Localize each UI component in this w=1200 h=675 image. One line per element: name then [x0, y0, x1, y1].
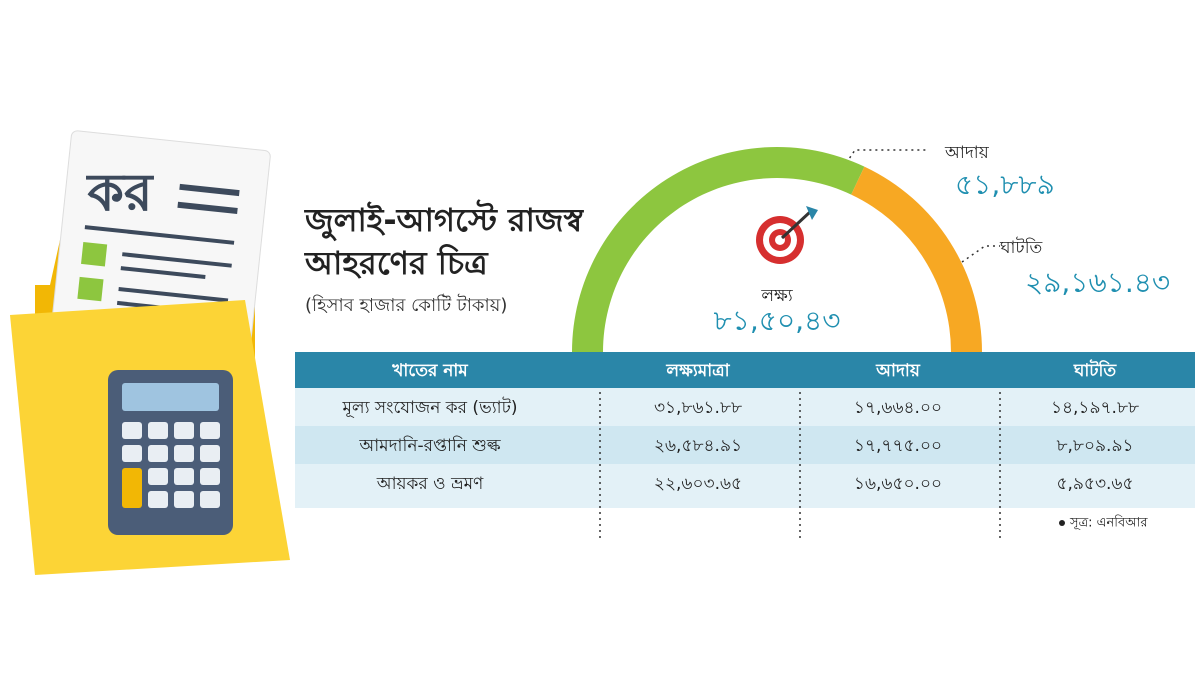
legend-label: ঘাটতি: [999, 237, 1043, 258]
gauge-segment: [572, 147, 865, 352]
table-cell: মূল্য সংযোজন কর (ভ্যাট): [341, 397, 517, 418]
header-cell: আদায়: [875, 361, 921, 381]
center-label: লক্ষ্য: [760, 286, 793, 306]
table-cell: আমদানি-রপ্তানি শুল্ক: [358, 435, 501, 456]
table-row: [295, 464, 1195, 508]
table-cell: আয়কর ও ভ্রমণ: [376, 474, 484, 494]
source: সূত্র: এনবিআর: [1069, 515, 1148, 531]
table-row: [295, 426, 1195, 464]
table-cell: ১৭,৭৭৫.০০: [854, 436, 942, 456]
table: খাতের নাম লক্ষ্যমাত্রা আদায় ঘাটতি মূল্য সংয…: [295, 352, 1195, 538]
table-cell: ১৪,১৯৭.৮৮: [1051, 398, 1139, 418]
header-cell: লক্ষ্যমাত্রা: [665, 361, 730, 381]
header-cell: খাতের নাম: [391, 361, 468, 381]
header-cell: ঘাটতি: [1073, 359, 1118, 381]
subtitle: (হিসাব হাজার কোটি টাকায়): [305, 294, 507, 316]
table-cell: ১৬,৬৫০.০০: [854, 474, 942, 494]
value-label: ২৯,১৬১.৪৩: [1025, 266, 1170, 299]
table-cell: ৩১,৮৬১.৮৮: [654, 398, 742, 418]
icon-text: কর: [86, 163, 155, 223]
title-line: জুলাই-আগস্টে রাজস্ব: [304, 199, 585, 241]
table-cell: ২২,৬০৩.৬৫: [654, 474, 742, 494]
title-line: আহরণের চিত্র: [304, 243, 489, 282]
table-header: [295, 352, 1195, 388]
table-cell: ৫,৯৫৩.৬৫: [1056, 474, 1133, 494]
target-icon: [756, 206, 818, 264]
illustration: কর: [10, 130, 290, 575]
table-cell: ৮,৮০৯.৯১: [1056, 436, 1133, 456]
table-cell: ১৭,৬৬৪.০০: [854, 398, 942, 418]
table-row: [295, 388, 1195, 426]
gauge-segment: [851, 166, 982, 352]
gauge: আদায় ৫১,৮৮৯ ঘাটতি ২৯,১৬১.৪৩: [572, 143, 1170, 352]
value-label: ৫১,৮৮৯: [955, 168, 1055, 201]
center-value: ৮১,৫০,৪৩: [714, 304, 841, 337]
source-bullet: [1059, 520, 1065, 526]
legend-label: আদায়: [944, 143, 990, 163]
leader-line: [961, 245, 1000, 263]
table-cell: ২৬,৫৮৪.৯১: [654, 436, 742, 456]
